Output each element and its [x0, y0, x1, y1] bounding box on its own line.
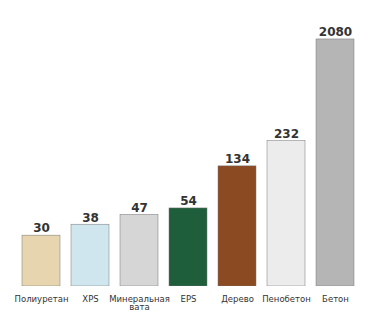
svg-text:Бетон: Бетон: [322, 294, 349, 304]
svg-text:47: 47: [131, 201, 148, 215]
svg-text:XPS: XPS: [82, 294, 98, 304]
svg-text:2080: 2080: [319, 25, 352, 39]
svg-text:Полиуретан: Полиуретан: [15, 294, 69, 304]
svg-text:Минеральнаявата: Минеральнаявата: [109, 294, 170, 313]
svg-text:Пенобетон: Пенобетон: [262, 294, 311, 304]
svg-text:134: 134: [225, 152, 250, 166]
svg-text:EPS: EPS: [181, 294, 197, 304]
svg-text:38: 38: [82, 211, 99, 225]
svg-text:30: 30: [33, 221, 50, 235]
svg-text:232: 232: [274, 127, 299, 141]
svg-text:54: 54: [180, 194, 197, 208]
svg-text:Дерево: Дерево: [221, 294, 254, 304]
